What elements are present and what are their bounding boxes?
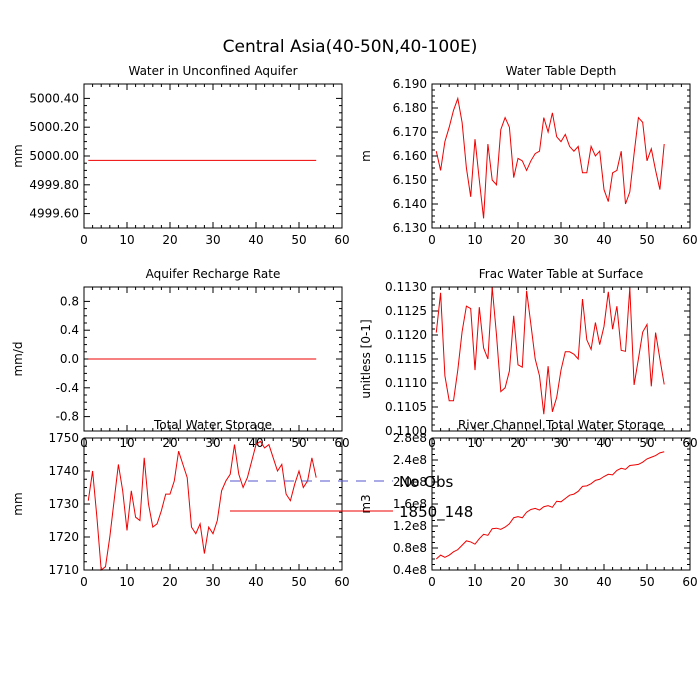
- figure-title: Central Asia(40-50N,40-100E): [223, 37, 478, 57]
- series-line: [87, 440, 317, 571]
- x-tick-label: 40: [596, 575, 611, 589]
- plot-frame: [83, 437, 343, 571]
- x-tick-label: 0: [80, 575, 88, 589]
- x-tick-label: 10: [119, 233, 134, 247]
- legend-label-1: No Obs: [399, 473, 453, 491]
- x-tick-label: 0: [428, 575, 436, 589]
- x-tick-label: 50: [639, 233, 654, 247]
- y-axis-label: mm: [11, 492, 25, 515]
- x-tick-label: 60: [682, 233, 697, 247]
- y-tick-label: 2.8e8: [393, 431, 427, 445]
- x-tick-label: 30: [205, 233, 220, 247]
- y-tick-label: 0.1115: [385, 352, 427, 366]
- x-tick-label: 60: [334, 233, 349, 247]
- y-axis-label: mm/d: [11, 341, 25, 376]
- y-tick-label: 1.2e8: [393, 519, 427, 533]
- x-tick-label: 10: [467, 575, 482, 589]
- y-tick-label: 0.1100: [385, 424, 427, 438]
- x-tick-label: 40: [248, 575, 263, 589]
- y-tick-label: 0.8e8: [393, 541, 427, 555]
- series-line: [435, 451, 665, 560]
- y-tick-label: 6.170: [393, 125, 427, 139]
- y-tick-label: 5000.40: [29, 91, 79, 105]
- y-tick-label: 6.190: [393, 77, 427, 91]
- legend-label-2: 1850_148: [399, 503, 473, 522]
- panel-5: Total Water Storage 0 10 20 30 40 50 60 1710 1720…: [11, 418, 350, 589]
- plot-frame: [83, 83, 343, 229]
- x-tick-label: 30: [205, 575, 220, 589]
- panel-title: Water in Unconfined Aquifer: [128, 64, 297, 78]
- y-tick-label: 1710: [48, 563, 79, 577]
- x-tick-label: 0: [428, 233, 436, 247]
- x-tick-label: 20: [510, 575, 525, 589]
- y-tick-label: 5000.00: [29, 149, 79, 163]
- y-tick-label: 6.130: [393, 221, 427, 235]
- plot-frame: [431, 286, 691, 432]
- y-tick-label: 1720: [48, 530, 79, 544]
- y-tick-label: 6.140: [393, 197, 427, 211]
- y-tick-label: -0.8: [56, 410, 79, 424]
- panel-title: Aquifer Recharge Rate: [146, 267, 281, 281]
- x-tick-label: 0: [80, 233, 88, 247]
- panel-6: River Channel Total Water Storage 0 10 20 30…: [359, 418, 698, 589]
- y-tick-label: 0.1105: [385, 400, 427, 414]
- y-tick-label: 1730: [48, 497, 79, 511]
- y-axis-label: m3: [359, 494, 373, 513]
- x-tick-label: 20: [162, 233, 177, 247]
- panels: Water in Unconfined Aquifer 0 10 20 30 40 50 60…: [11, 64, 698, 589]
- x-tick-label: 20: [510, 233, 525, 247]
- plot-frame: [83, 286, 343, 432]
- x-tick-label: 50: [291, 233, 306, 247]
- y-tick-label: 6.180: [393, 101, 427, 115]
- plot-frame: [431, 83, 691, 229]
- plot-frame: [431, 437, 691, 571]
- y-tick-label: 0.4: [60, 323, 79, 337]
- x-tick-label: 60: [334, 575, 349, 589]
- panel-1: Water in Unconfined Aquifer 0 10 20 30 40 50 60…: [11, 64, 350, 247]
- x-tick-label: 40: [596, 233, 611, 247]
- x-tick-label: 30: [553, 575, 568, 589]
- y-tick-label: 0.4e8: [393, 563, 427, 577]
- y-tick-label: 2.4e8: [393, 453, 427, 467]
- y-tick-label: 0.0: [60, 352, 79, 366]
- y-axis-label: unitless [0-1]: [359, 319, 373, 398]
- panel-2: Water Table Depth 0 10 20 30 40 50 60 6.130 6.140…: [359, 64, 698, 247]
- y-axis-label: m: [359, 150, 373, 162]
- y-tick-label: 0.8: [60, 294, 79, 308]
- series-line: [435, 287, 665, 415]
- legend: No Obs 1850_148: [230, 473, 473, 522]
- panel-title: Water Table Depth: [506, 64, 617, 78]
- y-tick-label: 0.1110: [385, 376, 427, 390]
- y-tick-label: 6.160: [393, 149, 427, 163]
- y-tick-label: 2.0e8: [393, 475, 427, 489]
- y-tick-label: 1750: [48, 431, 79, 445]
- series-line: [435, 96, 665, 219]
- x-tick-label: 50: [639, 575, 654, 589]
- x-tick-label: 30: [553, 233, 568, 247]
- y-tick-label: 4999.80: [29, 178, 79, 192]
- y-axis-label: mm: [11, 144, 25, 167]
- y-tick-label: 5000.20: [29, 120, 79, 134]
- x-tick-label: 40: [248, 233, 263, 247]
- panel-title: Total Water Storage: [153, 418, 272, 432]
- x-tick-label: 60: [682, 575, 697, 589]
- x-tick-label: 10: [119, 575, 134, 589]
- x-tick-label: 50: [291, 575, 306, 589]
- y-tick-label: 0.1120: [385, 328, 427, 342]
- y-tick-label: 6.150: [393, 173, 427, 187]
- y-tick-label: 4999.60: [29, 207, 79, 221]
- panel-4: Frac Water Table at Surface0102030405060…: [359, 267, 698, 450]
- y-tick-label: 1.6e8: [393, 497, 427, 511]
- x-tick-label: 20: [162, 575, 177, 589]
- y-tick-label: 1740: [48, 464, 79, 478]
- x-tick-label: 10: [467, 233, 482, 247]
- panel-title: Frac Water Table at Surface: [479, 267, 643, 281]
- y-tick-label: -0.4: [56, 381, 79, 395]
- panel-title: River Channel Total Water Storage: [458, 418, 664, 432]
- y-tick-label: 0.1130: [385, 280, 427, 294]
- y-tick-label: 0.1125: [385, 304, 427, 318]
